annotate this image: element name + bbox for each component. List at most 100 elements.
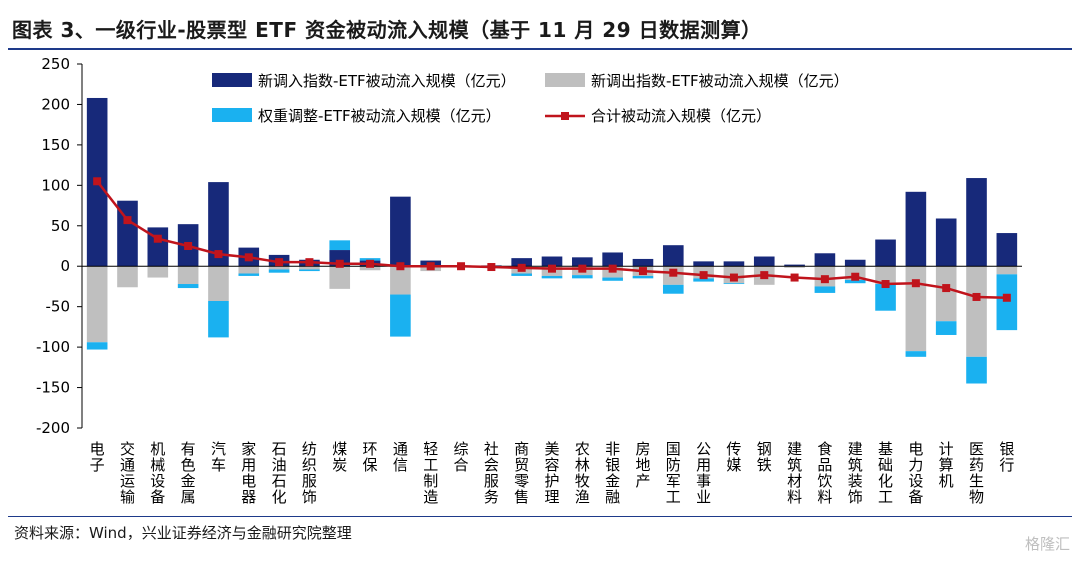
bar-segment: [299, 266, 320, 270]
bar-segment: [299, 269, 320, 272]
total-point: [911, 279, 920, 288]
bar-segment: [996, 233, 1018, 267]
category-label: 电力设备: [908, 440, 923, 506]
bar-segment: [814, 286, 836, 293]
bar-segment: [753, 256, 775, 267]
watermark-logo: 格隆汇: [1024, 535, 1070, 553]
category-label: 机械设备: [150, 440, 165, 506]
bar-segment: [693, 261, 714, 267]
category-label: 石油石化: [272, 440, 287, 506]
bar-segment: [632, 258, 654, 267]
total-point: [548, 264, 556, 273]
bar-segment: [117, 266, 138, 288]
total-point: [942, 284, 951, 293]
category-label: 有色金属: [181, 440, 196, 506]
bar-segment: [511, 258, 532, 267]
category-label: 国防军工: [666, 440, 681, 506]
y-tick-label: 150: [41, 136, 70, 154]
source-note: 资料来源：Wind，兴业证券经济与金融研究院整理: [14, 524, 352, 542]
bar-segment: [238, 273, 260, 276]
bar-segment: [177, 284, 199, 289]
bar-segment: [329, 266, 351, 289]
bar-segment: [602, 252, 623, 267]
bar-segment: [147, 227, 169, 267]
category-label: 交通运输: [120, 440, 135, 506]
category-label: 医药生物: [969, 440, 984, 506]
y-tick-label: 0: [60, 257, 70, 275]
bar-segment: [875, 239, 896, 267]
bar-segment: [905, 351, 927, 357]
total-point: [426, 262, 435, 271]
bar-segment: [844, 259, 866, 267]
bar-segment: [390, 266, 411, 295]
bar-segment: [572, 275, 593, 279]
category-label: 建筑材料: [787, 440, 802, 506]
category-label: 银行: [999, 440, 1014, 474]
chart-title: 图表 3、一级行业-股票型 ETF 资金被动流入规模（基于 11 月 29 日数…: [12, 18, 762, 42]
bar-segment: [784, 266, 805, 268]
bar-segment: [177, 266, 199, 285]
category-label: 美容护理: [544, 440, 559, 506]
y-tick-label: -100: [36, 338, 70, 356]
total-point: [790, 273, 799, 282]
category-label: 商贸零售: [514, 440, 529, 506]
category-label: 房地产: [635, 440, 650, 490]
bar-segment: [602, 277, 623, 281]
bar-segment: [117, 200, 138, 267]
legend-label: 权重调整-ETF被动流入规模（亿元）: [258, 107, 501, 125]
bar-segment: [541, 275, 563, 279]
bar-segment: [875, 266, 896, 285]
total-point: [93, 177, 102, 186]
total-point: [396, 262, 405, 271]
bar-segment: [359, 258, 381, 261]
total-point: [608, 264, 617, 273]
footer-divider: [8, 516, 1072, 517]
y-tick-label: 50: [51, 217, 70, 235]
bar-segment: [966, 178, 987, 267]
total-point: [638, 267, 647, 276]
category-label: 社会服务: [484, 440, 499, 506]
y-tick-label: 100: [41, 176, 70, 194]
total-point: [275, 258, 284, 267]
category-label: 电子: [90, 440, 105, 474]
total-point: [305, 258, 314, 267]
bar-segment: [329, 240, 351, 251]
bar-segment: [905, 191, 927, 267]
total-point: [699, 271, 708, 280]
bar-segment: [86, 266, 108, 343]
bar-segment: [784, 264, 805, 267]
total-point: [244, 253, 253, 262]
y-tick-label: -200: [36, 419, 70, 437]
bar-segment: [208, 182, 229, 267]
chart-area: -200 -150 -100 -50 0 50 100 150 200 250 电子交通运输机械设备…: [36, 55, 1022, 506]
bar-segment: [693, 278, 714, 282]
total-point: [153, 234, 162, 243]
total-point: [457, 262, 466, 271]
bar-segment: [723, 261, 745, 267]
category-label: 公用事业: [696, 440, 711, 506]
bar-segment: [208, 266, 229, 302]
total-point: [972, 292, 981, 301]
total-point: [820, 275, 829, 284]
bar-segment: [329, 250, 351, 267]
total-point: [760, 271, 769, 280]
category-label: 通信: [393, 440, 408, 474]
bar-segment: [996, 266, 1018, 275]
category-label: 纺织服饰: [302, 440, 317, 506]
category-label: 农林牧渔: [575, 440, 590, 506]
y-tick-label: -150: [36, 379, 70, 397]
total-point: [335, 259, 344, 268]
y-tick-label: -50: [46, 298, 71, 316]
legend-swatch: [212, 108, 252, 122]
legend-swatch: [545, 73, 585, 87]
total-point: [729, 273, 738, 282]
bar-segment: [935, 218, 957, 267]
bar-segment: [147, 266, 169, 278]
bar-segment: [996, 274, 1018, 331]
bar-segment: [723, 283, 745, 285]
total-point: [366, 259, 375, 268]
total-point: [669, 268, 678, 277]
bar-segment: [541, 256, 563, 267]
bar-segment: [268, 269, 290, 273]
y-tick-label: 200: [41, 95, 70, 113]
